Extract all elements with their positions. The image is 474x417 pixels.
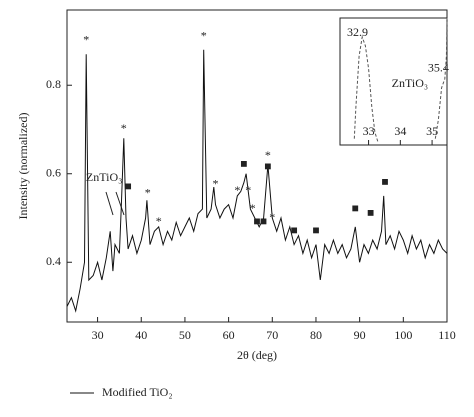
x-tick-label: 40 [135,328,147,342]
x-tick-label: 110 [438,328,456,342]
arrow [105,191,114,216]
annotation: ■ [291,223,298,237]
x-tick-label: 60 [223,328,235,342]
y-tick-label: 0.4 [46,254,61,268]
data-line [353,17,448,143]
arrow [115,191,125,216]
annotation: * [234,183,240,197]
x-tick-label: 80 [310,328,322,342]
annotation: * [213,177,219,191]
x-tick-label: 70 [266,328,278,342]
annotation: ■ [352,201,359,215]
annotation: * [156,214,162,228]
annotation: ■ [253,214,260,228]
annotation: ■ [312,223,319,237]
annotation: * [250,201,256,215]
annotation: * [201,28,207,42]
x-tick-label: 33 [363,124,375,138]
legend-label: Modified TiO₂ [102,385,173,399]
x-axis-label: 2θ (deg) [237,348,277,362]
y-axis-label: Intensity (normalized) [16,113,30,220]
annotation: ■ [260,214,267,228]
data-line [66,49,448,313]
annotation: 32.9 [347,25,368,39]
y-tick-label: 0.6 [46,165,61,179]
x-tick-label: 50 [179,328,191,342]
x-tick-label: 34 [394,124,406,138]
annotation: * [245,183,251,197]
annotation: * [121,121,127,135]
annotation: 35.4 [428,61,449,75]
x-tick-label: 35 [426,124,438,138]
x-tick-label: 100 [394,328,412,342]
annotation: ZnTiO₃ [86,170,122,184]
annotation: * [269,210,275,224]
annotation: * [265,148,271,162]
annotation: ZnTiO₃ [392,76,428,90]
annotation: * [83,33,89,47]
x-tick-label: 30 [92,328,104,342]
annotation: ■ [381,174,388,188]
annotation: ■ [367,205,374,219]
x-tick-label: 90 [354,328,366,342]
plot-frame [66,9,448,323]
annotation: ■ [240,157,247,171]
annotation: ■ [125,179,132,193]
y-tick-label: 0.8 [46,77,61,91]
annotation: * [145,185,151,199]
annotation: ■ [264,159,271,173]
